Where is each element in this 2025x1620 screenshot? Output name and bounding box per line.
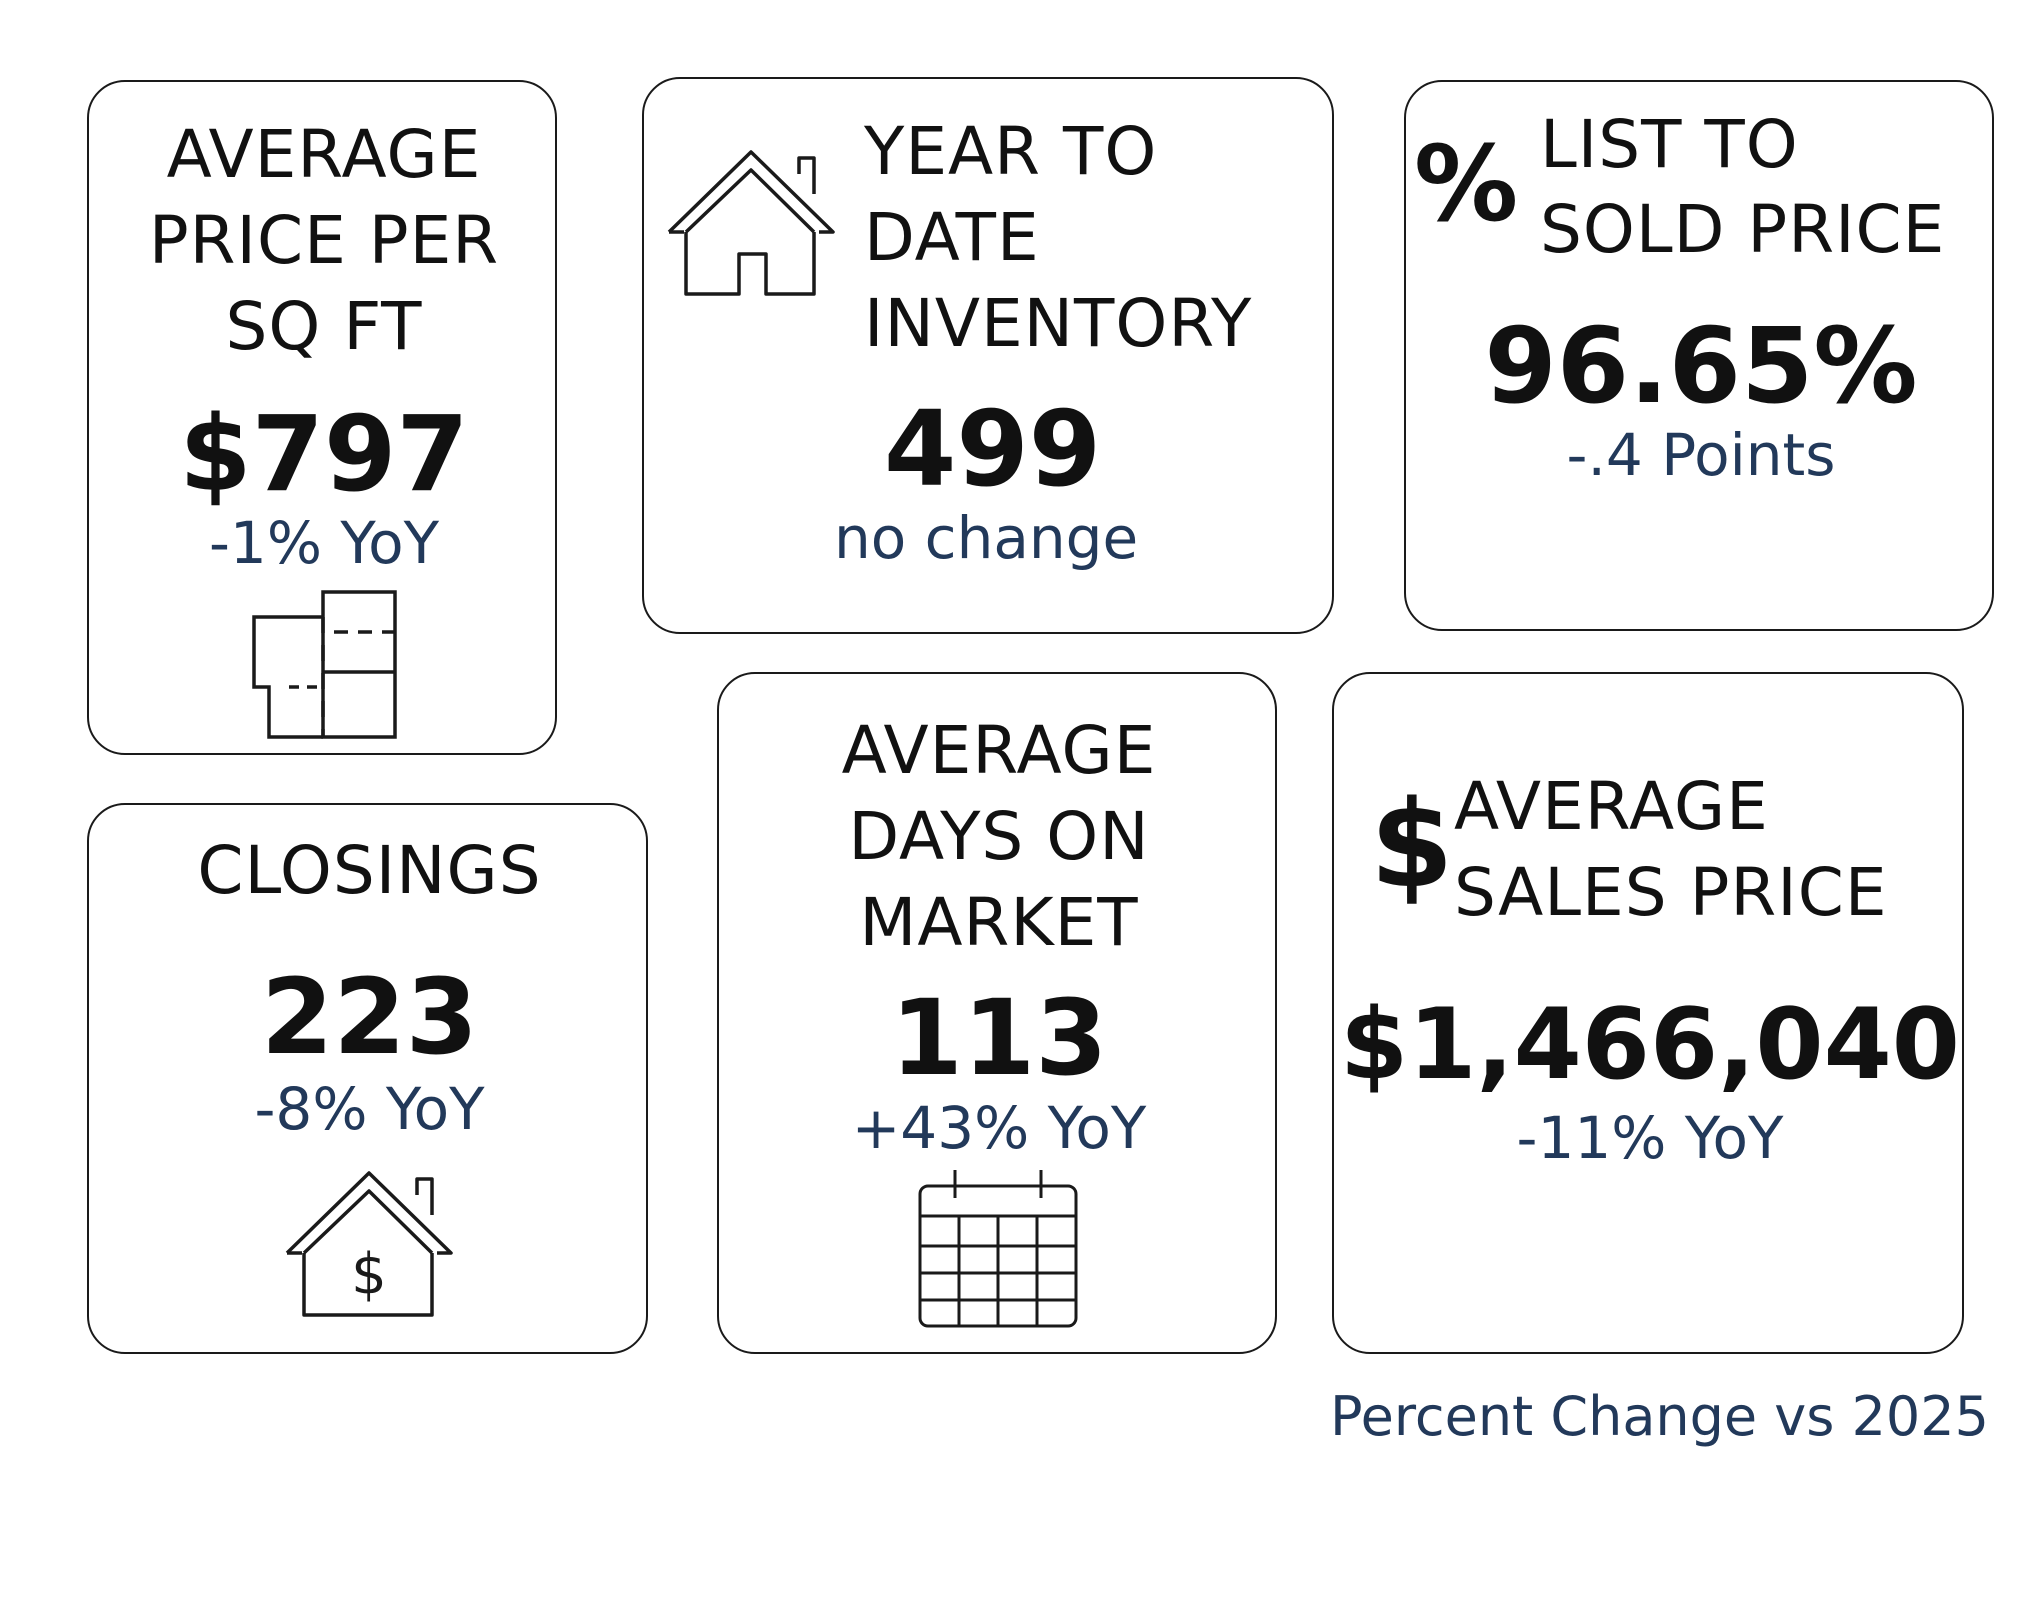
house-outline-icon: [667, 150, 835, 296]
svg-text:$: $: [351, 1242, 387, 1307]
card-title-line: SQ FT: [225, 288, 423, 365]
footnote: Percent Change vs 2025: [1330, 1385, 1989, 1448]
card-title-line: DATE: [864, 199, 1040, 276]
card-change: no change: [834, 504, 1139, 572]
card-title-line: LIST TO: [1540, 106, 1799, 183]
card-title-line: INVENTORY: [864, 285, 1253, 362]
card-inventory: YEAR TO DATE INVENTORY 499 no change: [642, 77, 1334, 634]
percent-icon: %: [1414, 123, 1519, 245]
calendar-icon: [918, 1170, 1078, 1328]
card-price-per-sqft: AVERAGE PRICE PER SQ FT $797 -1% YoY: [87, 80, 557, 755]
card-change: +43% YoY: [851, 1094, 1147, 1162]
card-title-line: SOLD PRICE: [1540, 191, 1946, 268]
card-list-to-sold: % LIST TO SOLD PRICE 96.65% -.4 Points: [1404, 80, 1994, 631]
card-value: 113: [890, 977, 1108, 1099]
house-dollar-icon: $: [285, 1171, 453, 1317]
dollar-icon: $: [1370, 776, 1454, 915]
card-title-line: MARKET: [859, 884, 1139, 961]
card-title-line: AVERAGE: [841, 712, 1157, 789]
card-change: -.4 Points: [1566, 421, 1836, 489]
card-change: -11% YoY: [1516, 1104, 1784, 1172]
card-title-line: SALES PRICE: [1454, 854, 1888, 931]
card-title-line: YEAR TO: [864, 113, 1158, 190]
card-title-line: PRICE PER: [148, 202, 500, 279]
card-change: -8% YoY: [254, 1075, 485, 1143]
card-change: -1% YoY: [208, 509, 440, 577]
card-title-line: AVERAGE: [166, 116, 482, 193]
card-days-on-market: AVERAGE DAYS ON MARKET 113 +43% YoY: [717, 672, 1277, 1354]
card-value: 499: [884, 388, 1102, 510]
card-title-line: CLOSINGS: [197, 832, 542, 909]
card-title-line: DAYS ON: [848, 798, 1150, 875]
card-value: 223: [260, 956, 479, 1078]
card-sales-price: $ AVERAGE SALES PRICE $1,466,040 -11% Yo…: [1332, 672, 1964, 1354]
floor-plan-icon: [252, 590, 397, 739]
card-title-line: AVERAGE: [1454, 768, 1769, 845]
card-value: $797: [179, 393, 469, 515]
card-closings: CLOSINGS 223 -8% YoY $: [87, 803, 648, 1354]
card-value: $1,466,040: [1340, 988, 1960, 1102]
card-value: 96.65%: [1484, 305, 1918, 427]
